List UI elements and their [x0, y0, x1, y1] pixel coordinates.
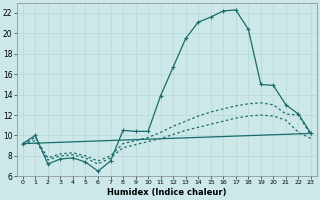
- X-axis label: Humidex (Indice chaleur): Humidex (Indice chaleur): [107, 188, 227, 197]
